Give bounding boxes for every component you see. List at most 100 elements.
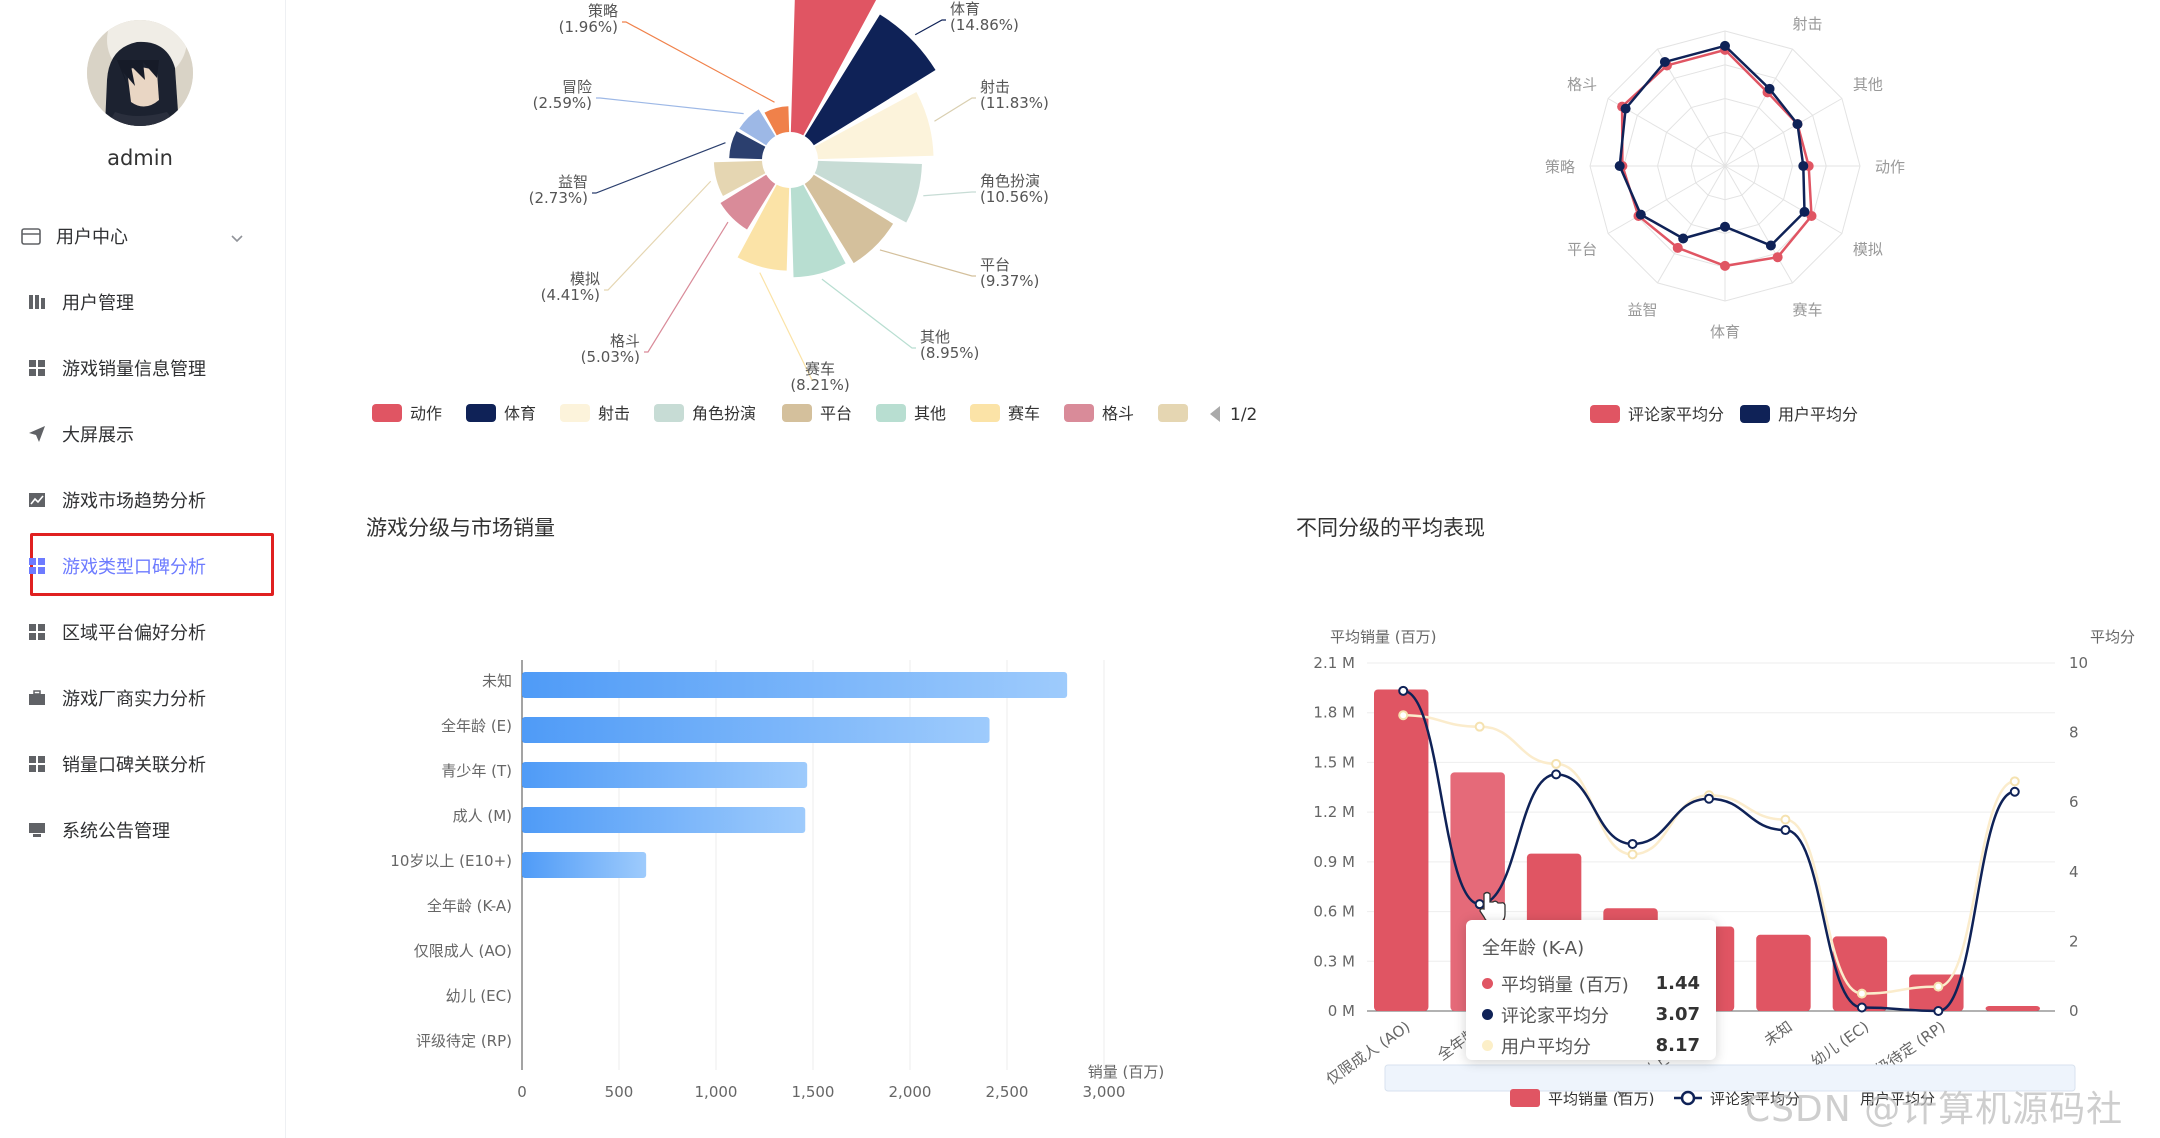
radar-point [1672,242,1683,253]
rose-label-line [934,97,976,122]
rating-average-combo-chart: 平均销量 (百万) 平均分 0 M 0.3 M 0.6 M 0.9 M 1.2 M 1.5 M… [1313,628,2135,1108]
combo-critic-point [1398,685,1409,696]
combo-x-label: 未知 [1761,1018,1796,1050]
legend-swatch [560,404,590,422]
combo-y-left-tick: 1.5 M [1313,753,1355,771]
legend-label: 其他 [914,404,946,423]
bar [522,762,808,788]
combo-y-right-tick: 4 [2069,863,2079,881]
rose-slice-label: 射击 [980,78,1010,96]
rose-slice [790,0,877,136]
rose-slice-percent: (2.59%) [533,94,592,112]
radar-axis-line [1724,98,1843,167]
radar-point [1765,240,1776,251]
radar-point [1720,221,1730,232]
radar-point [1792,119,1803,130]
radar-axis-label: 动作 [1875,158,1905,176]
monitor-icon [26,819,48,841]
tooltip-title: 全年龄 (K-A) [1482,938,1585,959]
sidebar-item-publisher-strength[interactable]: 游戏厂商实力分析 [0,674,286,722]
combo-y-right-tick: 10 [2069,654,2088,672]
legend-label: 平台 [820,404,852,423]
combo-y-left-tick: 0 M [1328,1002,1355,1020]
radar-axis-label: 其他 [1853,76,1883,94]
legend-swatch [970,404,1000,422]
rose-label-line [879,249,976,277]
rose-slice [713,160,766,197]
chart-tooltip: 全年龄 (K-A) 平均销量 (百万) 1.44 评论家平均分 3.07 用户平… [1466,920,1716,1060]
sidebar-item-announcements[interactable]: 系统公告管理 [0,806,286,854]
sidebar-item-label: 系统公告管理 [62,821,170,842]
sidebar-item-big-screen[interactable]: 大屏展示 [0,410,286,458]
bar-x-tick: 0 [517,1083,527,1100]
bar [522,852,647,878]
radar-point [1772,252,1783,263]
legend-label: 角色扮演 [692,404,756,423]
avatar-image [87,20,193,126]
combo-y-left-tick: 0.9 M [1313,853,1355,871]
combo-user-point [1551,758,1562,769]
trend-icon [26,489,48,511]
chevron-down-icon [230,229,244,248]
rose-slice-label: 格斗 [610,332,640,350]
sidebar-item-sales-reputation[interactable]: 销量口碑关联分析 [0,740,286,788]
tooltip-row: 平均销量 (百万) 1.44 [1482,968,1700,999]
sidebar-item-user-center[interactable]: 用户中心 [0,212,286,260]
combo-critic-point [1627,838,1638,849]
tooltip-series-value: 8.17 [1655,1035,1700,1056]
combo-bar [1985,1006,2040,1011]
bar-x-tick: 500 [605,1083,634,1100]
bar [522,672,1068,698]
sidebar-item-market-trend[interactable]: 游戏市场趋势分析 [0,476,286,524]
sidebar-item-genre-reputation[interactable]: 游戏类型口碑分析 [0,542,286,590]
rose-slice-label: 体育 [950,0,980,18]
rose-slice-label: 冒险 [562,78,592,96]
radar-axis-label: 平台 [1567,241,1597,259]
rose-slice [814,160,922,223]
rose-chart: 体育(14.86%)射击(11.83%)角色扮演(10.56%)平台(9.37%… [372,0,1257,425]
combo-critic-point [1704,793,1714,804]
rose-slice-label: 策略 [588,2,618,20]
combo-user-point [1780,814,1791,825]
legend-swatch [1158,404,1188,422]
bar [522,807,806,833]
radar-axis-label: 格斗 [1567,76,1597,94]
sidebar-item-label: 区域平台偏好分析 [62,623,206,644]
calendar-icon [20,225,42,247]
sidebar-item-label: 游戏类型口碑分析 [62,557,206,578]
rose-label-line [596,97,744,115]
sidebar-item-region-platform[interactable]: 区域平台偏好分析 [0,608,286,656]
combo-x-label: 幼儿 (EC) [1807,1018,1872,1071]
rose-slice [729,131,766,160]
grid-icon [26,753,48,775]
sidebar-item-label: 用户中心 [56,227,128,248]
rose-slice-percent: (5.03%) [581,348,640,366]
radar-axis-line [1724,48,1793,167]
rose-label-line [622,21,775,103]
legend-page: 1/2 [1230,405,1257,425]
bar-category-label: 全年龄 (K-A) [427,897,512,915]
avatar[interactable] [87,20,193,126]
legend-label: 格斗 [1102,404,1134,423]
combo-y-right-tick: 0 [2069,1002,2079,1020]
rose-slice [739,109,776,146]
combo-user-point [1627,849,1638,860]
rose-slice-label: 平台 [980,256,1010,274]
sidebar-item-label: 销量口碑关联分析 [62,755,206,776]
rose-slice-percent: (1.96%) [559,18,618,36]
combo-y-right-tick: 8 [2069,724,2079,742]
rose-slice-percent: (14.86%) [950,16,1019,34]
rose-slice [790,184,846,278]
bar-category-label: 幼儿 (EC) [446,987,512,1005]
sidebar-item-sales-management[interactable]: 游戏销量信息管理 [0,344,286,392]
radar-point [1798,161,1809,171]
sidebar-item-user-management[interactable]: 用户管理 [0,278,286,326]
bar-category-label: 成人 (M) [453,807,512,825]
legend-label: 评论家平均分 [1710,1090,1800,1108]
combo-critic-point [1856,1002,1867,1013]
radar-point [1799,206,1810,217]
combo-y-left-tick: 0.3 M [1313,952,1355,970]
radar-point [1635,209,1646,220]
rating-sales-bar-chart: 0 500 1,000 1,500 2,000 2,500 3,000 销量 (百万) 未知全年… [390,660,1164,1100]
legend-swatch [1064,404,1094,422]
